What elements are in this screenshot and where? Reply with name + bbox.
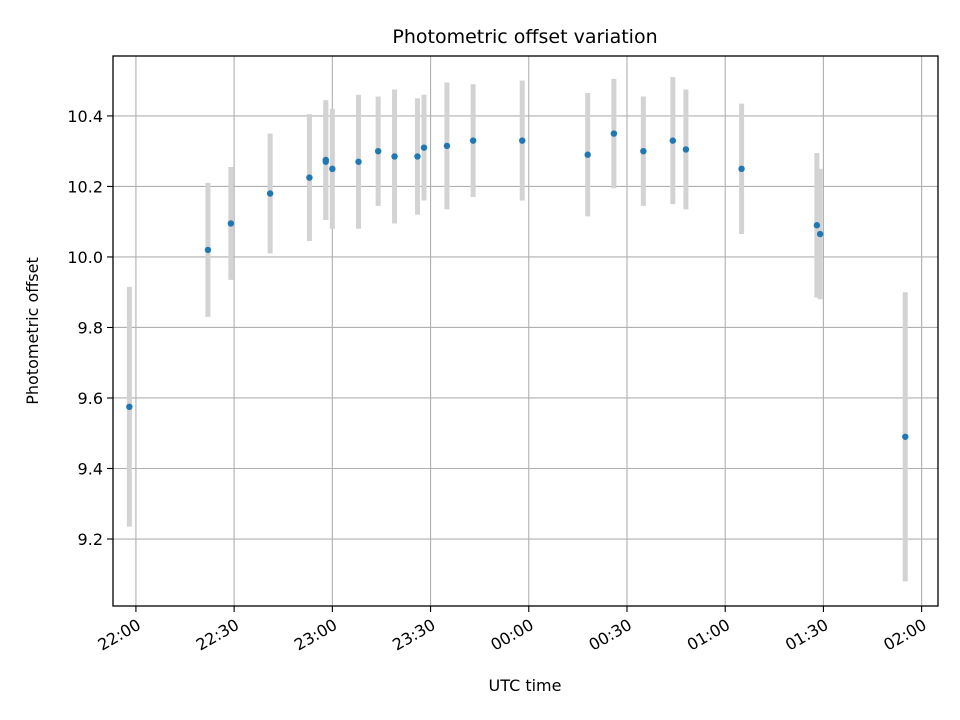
data-point (266, 190, 274, 197)
data-point (443, 142, 451, 150)
x-axis-label: UTC time (489, 676, 562, 695)
x-tick-label: 22:30 (193, 615, 242, 655)
data-point (682, 146, 690, 153)
data-point (227, 220, 235, 227)
x-tick-label: 01:00 (684, 615, 733, 655)
y-tick-label: 10.0 (67, 248, 103, 267)
data-point (813, 222, 821, 229)
data-point (669, 137, 677, 144)
plot-area-frame (112, 55, 939, 607)
x-tick-label: 23:00 (291, 615, 340, 655)
data-point (306, 174, 313, 181)
y-axis-ticks: 9.2 9.4 9.6 9.8 10.0 10.2 10.4 (67, 107, 113, 549)
data-point (374, 147, 382, 155)
data-point (391, 153, 398, 160)
data-points (126, 130, 909, 440)
x-tick-label: 01:30 (782, 615, 831, 655)
y-tick-label: 9.6 (78, 389, 103, 408)
x-tick-label: 02:00 (880, 615, 929, 655)
x-tick-label: 23:30 (389, 615, 438, 655)
y-tick-label: 9.4 (78, 460, 103, 479)
x-tick-label: 00:30 (586, 615, 635, 655)
data-point (519, 137, 526, 144)
data-point (420, 144, 428, 151)
data-point (738, 165, 745, 173)
data-point (469, 137, 477, 144)
data-point (204, 246, 212, 254)
y-tick-label: 9.8 (78, 318, 103, 337)
chart-title: Photometric offset variation (392, 26, 657, 48)
x-tick-label: 22:00 (94, 615, 143, 655)
y-tick-label: 9.2 (78, 530, 103, 549)
data-point (414, 153, 421, 160)
data-point (355, 158, 362, 165)
x-tick-label: 00:00 (487, 615, 536, 655)
y-axis-label: Photometric offset (23, 257, 42, 405)
x-axis-ticks: 22:00 22:30 23:00 23:30 00:00 00:30 01:00 01:30… (94, 606, 930, 655)
data-point (816, 230, 824, 238)
error-bars (126, 77, 908, 582)
data-point (322, 156, 329, 164)
y-tick-label: 10.2 (67, 177, 103, 196)
data-point (610, 130, 618, 137)
data-point (329, 165, 336, 173)
data-point (584, 151, 591, 158)
data-point (640, 147, 647, 155)
data-point (902, 433, 909, 440)
grid-lines (113, 56, 938, 606)
y-tick-label: 10.4 (67, 107, 103, 126)
data-point (126, 403, 133, 411)
